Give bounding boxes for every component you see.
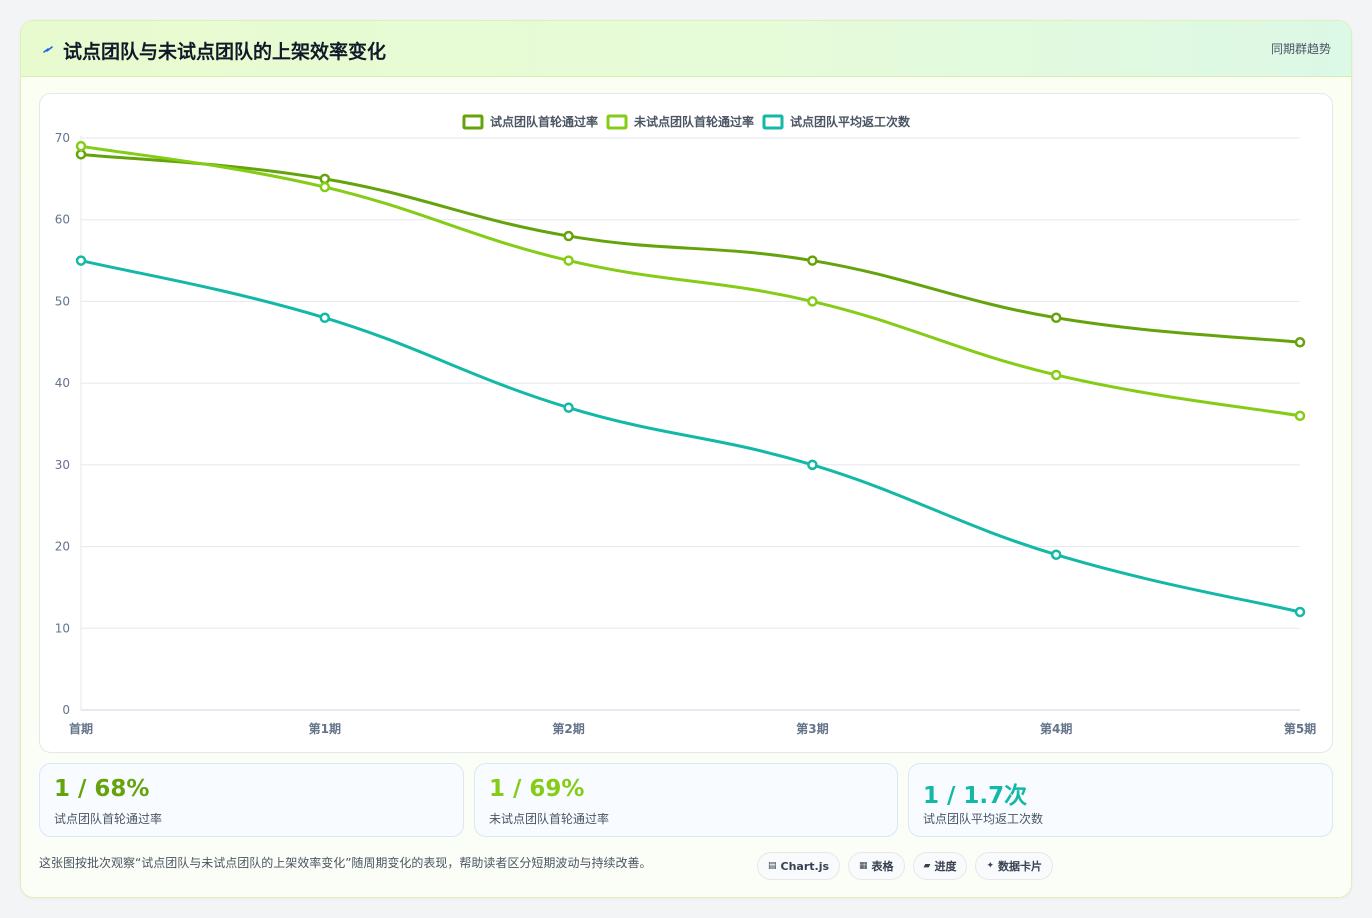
progress-icon: ▰: [923, 861, 931, 871]
data-point[interactable]: [807, 296, 818, 307]
data-point[interactable]: [319, 312, 331, 324]
chart-description: 这张图按批次观察“试点团队与未试点团队的上架效率变化”随周期变化的表现，帮助读者…: [39, 856, 652, 870]
series-1[interactable]: [75, 149, 1306, 348]
legend-swatch: [762, 114, 784, 130]
data-point[interactable]: [1050, 369, 1062, 381]
y-tick-label: 70: [55, 131, 70, 145]
y-tick-label: 20: [55, 540, 70, 554]
series-line: [80, 152, 1301, 344]
series-3[interactable]: [75, 255, 1306, 618]
legend-swatch: [462, 114, 484, 130]
y-tick-label: 10: [55, 621, 70, 635]
data-point[interactable]: [807, 459, 818, 471]
x-tick-label: 第3期: [796, 721, 828, 736]
stat-label: 试点团队首轮通过率: [54, 812, 163, 826]
series-line: [80, 144, 1301, 418]
card-header: 试点团队与未试点团队的上架效率变化 同期群趋势: [21, 21, 1351, 77]
data-point[interactable]: [807, 255, 818, 266]
progress-pill[interactable]: ▰ 进度: [912, 852, 968, 880]
y-tick-label: 40: [55, 376, 70, 390]
line-chart: 试点团队首轮通过率 未试点团队首轮通过率 试点团队平均返工次数 0 10 20 30 40 5…: [55, 114, 1316, 736]
stat-value: 1 / 69%: [489, 776, 585, 802]
stat-card-pilot-pass-rate: 1 / 68% 试点团队首轮通过率: [39, 763, 464, 837]
table-icon: ▦: [859, 861, 868, 871]
grid: [80, 136, 1300, 711]
data-point[interactable]: [1294, 337, 1306, 348]
stat-card-nonpilot-pass-rate: 1 / 69% 未试点团队首轮通过率: [474, 763, 898, 837]
legend-swatch: [606, 114, 628, 130]
chart-title: 试点团队与未试点团队的上架效率变化: [63, 41, 387, 63]
data-point[interactable]: [75, 149, 87, 160]
stat-label: 试点团队平均返工次数: [923, 812, 1044, 826]
pill-label: 数据卡片: [998, 860, 1043, 873]
y-tick-label: 60: [55, 213, 70, 227]
x-tick-label: 第5期: [1284, 721, 1316, 736]
legend-item[interactable]: 未试点团队首轮通过率: [606, 114, 754, 130]
y-tick-label: 50: [55, 294, 70, 308]
x-tick-label: 第2期: [552, 721, 584, 736]
chart-container: 试点团队首轮通过率 未试点团队首轮通过率 试点团队平均返工次数 0 10 20 30 40 5…: [39, 93, 1333, 753]
data-point[interactable]: [563, 255, 574, 266]
data-point[interactable]: [563, 230, 574, 242]
data-point[interactable]: [1050, 549, 1062, 560]
legend-label: 试点团队平均返工次数: [790, 114, 911, 129]
table-pill[interactable]: ▦ 表格: [848, 852, 905, 880]
pill-label: 表格: [871, 860, 894, 873]
card-body: 试点团队首轮通过率 未试点团队首轮通过率 试点团队平均返工次数 0 10 20 30 40 5…: [21, 77, 1351, 897]
sparkle-icon: ✦: [986, 861, 995, 871]
legend-item[interactable]: 试点团队平均返工次数: [762, 114, 911, 130]
axes: 0 10 20 30 40 50 60 70 首期 第1期 第2期 第3期 第4期 第5期: [55, 131, 1316, 736]
legend-label: 未试点团队首轮通过率: [633, 114, 754, 129]
chart-card: 试点团队与未试点团队的上架效率变化 同期群趋势 试点团队首轮通过率 未试点团队首轮…: [20, 20, 1352, 898]
stat-value: 1 / 1.7次: [923, 783, 1028, 809]
chartjs-pill[interactable]: ▤ Chart.js: [757, 852, 841, 880]
series-2[interactable]: [75, 140, 1306, 422]
y-tick-label: 0: [62, 703, 70, 717]
data-point[interactable]: [75, 255, 87, 266]
series-line: [80, 259, 1301, 614]
data-point[interactable]: [75, 140, 87, 152]
legend-label: 试点团队首轮通过率: [490, 114, 598, 129]
view-switcher: ▤ Chart.js ▦ 表格 ▰ 进度 ✦ 数据卡片: [757, 852, 1054, 880]
legend[interactable]: 试点团队首轮通过率 未试点团队首轮通过率 试点团队平均返工次数: [462, 114, 911, 130]
lightning-icon: [43, 46, 53, 53]
data-point[interactable]: [319, 181, 331, 193]
cohort-trend-tag: 同期群趋势: [1270, 42, 1331, 56]
stat-value: 1 / 68%: [54, 776, 150, 802]
x-tick-label: 首期: [69, 721, 93, 736]
legend-item[interactable]: 试点团队首轮通过率: [462, 114, 598, 130]
data-point[interactable]: [1294, 410, 1306, 422]
data-card-pill[interactable]: ✦ 数据卡片: [975, 852, 1054, 880]
series[interactable]: [75, 140, 1306, 618]
pill-label: 进度: [934, 860, 957, 873]
data-point[interactable]: [563, 402, 574, 413]
pill-label: Chart.js: [780, 859, 830, 873]
chart-icon: ▤: [768, 861, 777, 871]
y-tick-label: 30: [55, 458, 70, 472]
data-point[interactable]: [1050, 312, 1062, 324]
data-point[interactable]: [1294, 606, 1306, 618]
x-tick-label: 第1期: [309, 721, 341, 736]
stat-card-pilot-rework: 1 / 1.7次 试点团队平均返工次数: [908, 763, 1333, 837]
data-point[interactable]: [319, 173, 331, 185]
stat-label: 未试点团队首轮通过率: [489, 812, 610, 826]
x-tick-label: 第4期: [1040, 721, 1072, 736]
